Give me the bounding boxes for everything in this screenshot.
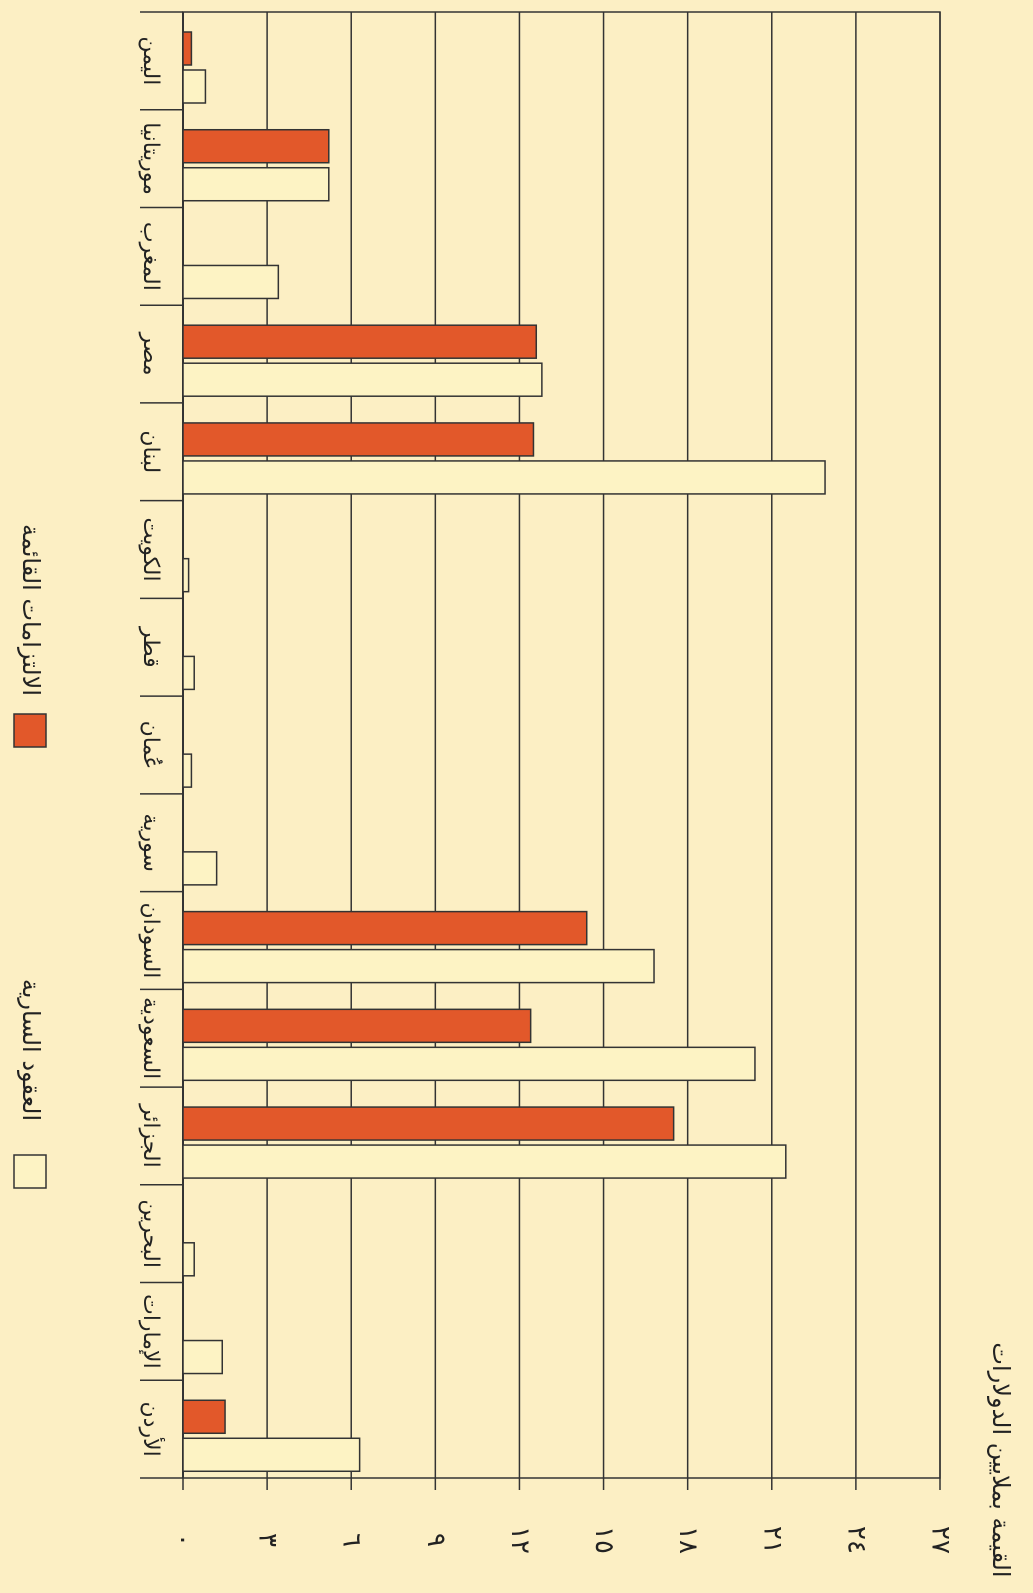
- bar: [182, 1144, 787, 1179]
- bar: [182, 910, 588, 946]
- bar: [182, 655, 195, 691]
- bar: [182, 264, 280, 300]
- x-tick-label: ٩: [421, 1533, 451, 1547]
- bar: [182, 422, 535, 457]
- x-tick-label: ٣: [253, 1533, 283, 1547]
- category-label: البحرين: [138, 1199, 163, 1268]
- category-label: الكويت: [138, 518, 163, 582]
- legend-swatch: [13, 1154, 47, 1189]
- bar: [182, 1437, 361, 1473]
- bar: [182, 362, 543, 397]
- category-label: اليمن: [138, 36, 163, 85]
- category-label: السودان: [138, 903, 163, 979]
- bar: [182, 557, 190, 593]
- x-tick-label: ٢١: [757, 1526, 787, 1554]
- legend-swatch: [13, 713, 47, 748]
- x-tick-label: ١٨: [673, 1526, 703, 1554]
- x-tick-label: ١٢: [505, 1526, 535, 1554]
- bar: [182, 753, 193, 788]
- axis-title: القيمة بملايين الدولارات: [987, 1342, 1015, 1577]
- category-label: قطر: [138, 626, 163, 668]
- bar: [182, 851, 218, 886]
- plot-area: [182, 11, 941, 1479]
- bar: [182, 166, 330, 202]
- category-label: سورية: [138, 814, 163, 872]
- bar: [182, 128, 330, 164]
- category-label: الجزائر: [138, 1103, 163, 1168]
- bar: [182, 1242, 195, 1277]
- bar: [182, 1008, 532, 1044]
- category-label: مصر: [138, 332, 163, 376]
- category-label: الإمارات: [138, 1294, 163, 1369]
- bar: [182, 324, 538, 359]
- bar: [182, 69, 207, 104]
- bar: [182, 948, 655, 984]
- category-label: الأردن: [138, 1402, 165, 1457]
- x-tick-label: ٦: [337, 1533, 367, 1547]
- category-label: عُمان: [138, 721, 163, 770]
- category-label: لبنان: [138, 430, 163, 473]
- category-label: السعودية: [138, 997, 163, 1079]
- legend-label: الالتزامات القائمة: [17, 524, 45, 696]
- x-tick-label: ٠: [169, 1533, 199, 1547]
- category-label: موريتانيا: [138, 122, 163, 195]
- legend-label: العقود السارية: [17, 979, 45, 1121]
- bar: [182, 1046, 756, 1082]
- x-tick-label: ٢٤: [841, 1526, 871, 1554]
- category-label: المغرب: [138, 222, 163, 291]
- bar: [182, 1399, 226, 1435]
- bar: [182, 460, 826, 495]
- bar: [182, 1339, 224, 1375]
- bar: [182, 31, 193, 66]
- x-tick-label: ٢٧: [926, 1526, 956, 1554]
- x-tick-label: ١٥: [589, 1526, 619, 1554]
- bar: [182, 1106, 675, 1141]
